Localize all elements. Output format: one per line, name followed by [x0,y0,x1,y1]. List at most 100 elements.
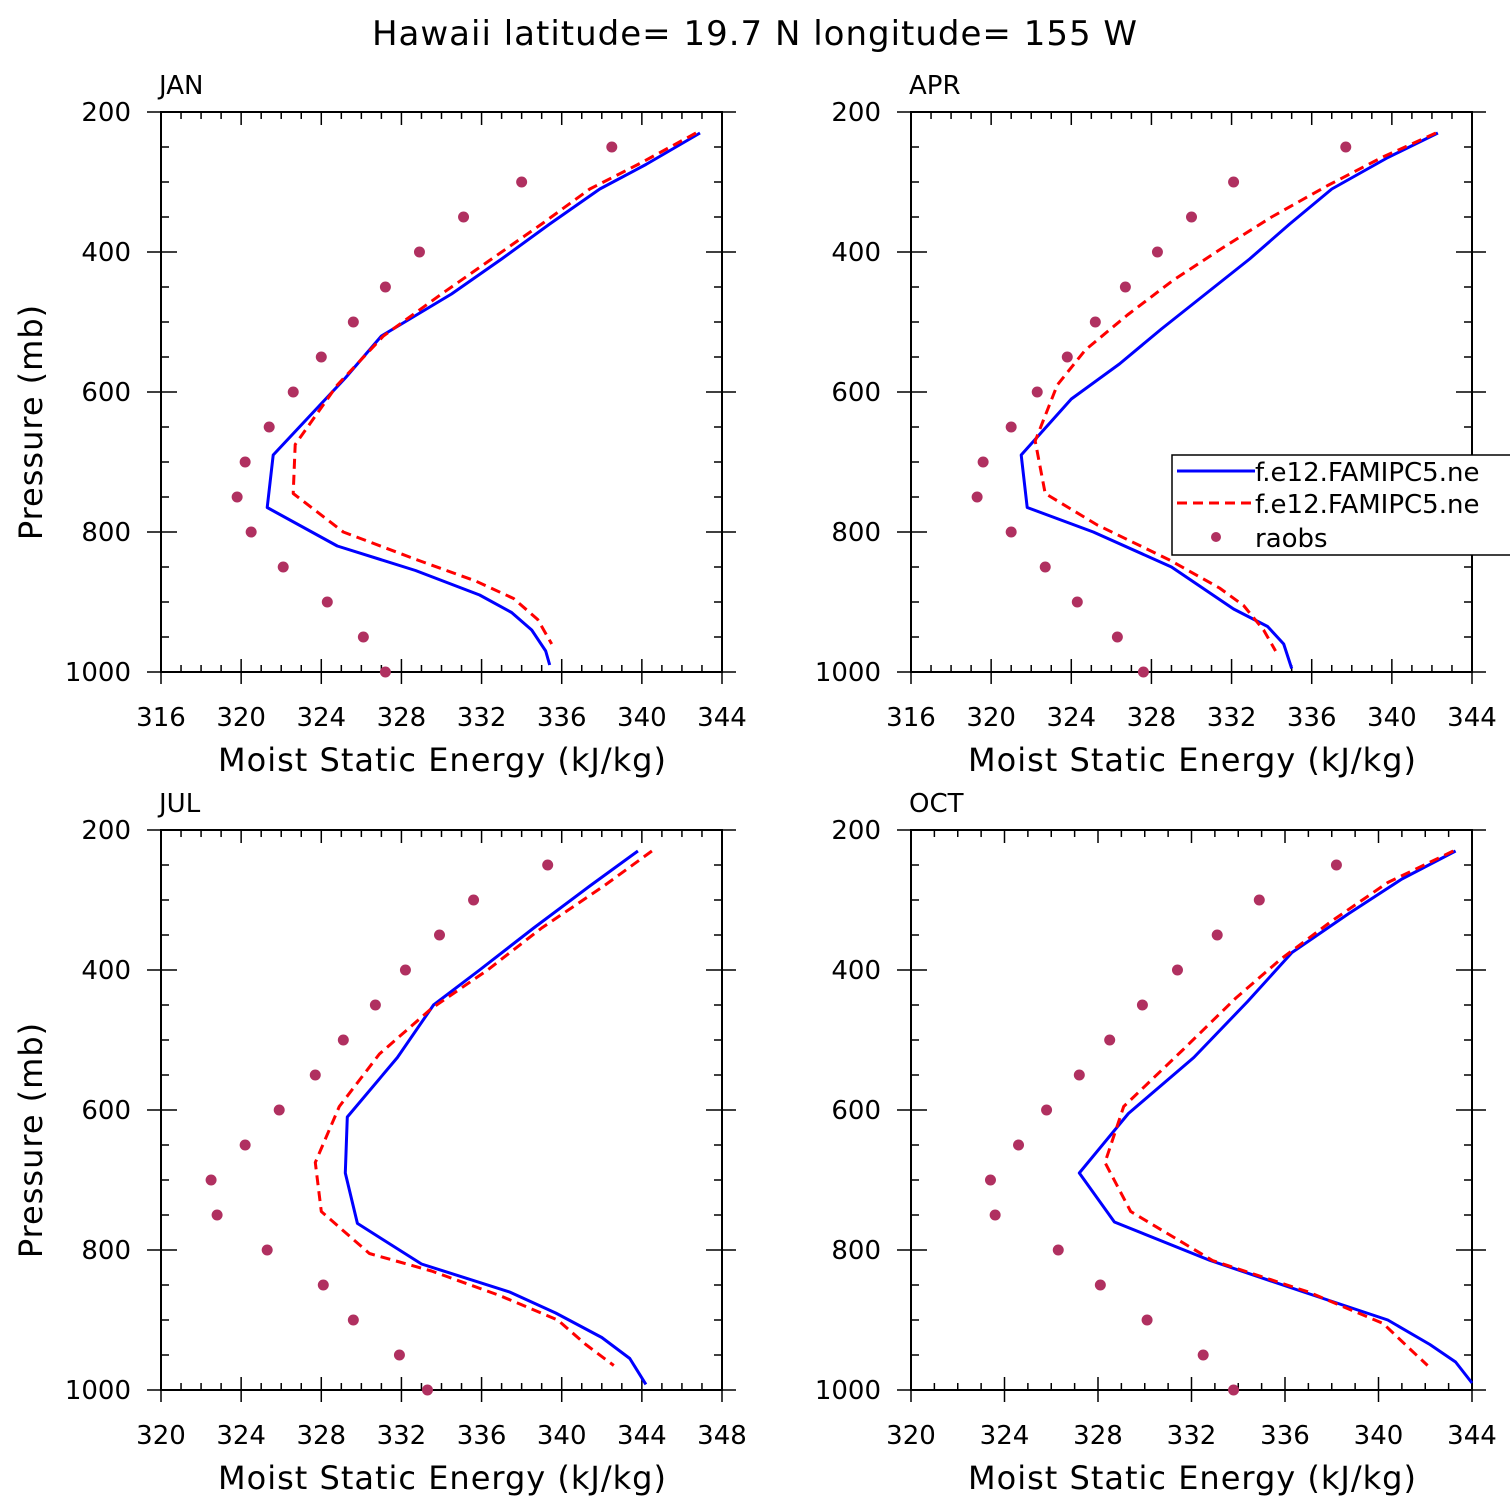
raobs-point [1340,141,1352,153]
y-tick-label: 400 [831,238,881,268]
raobs-point [379,281,391,293]
x-tick-label: 332 [377,1421,427,1451]
x-tick-label: 340 [1354,1421,1404,1451]
raobs-point [421,1384,433,1396]
raobs-point [1151,246,1163,258]
x-tick-label: 344 [1447,703,1497,733]
raobs-point [1071,596,1083,608]
series-line-dashed [291,131,697,645]
y-tick-label: 600 [81,1096,131,1126]
y-tick-label: 200 [831,816,881,846]
axes-frame [910,111,1473,673]
y-tick-label: 1000 [65,658,131,688]
legend-label-raobs: raobs [1255,524,1328,554]
raobs-point [458,211,470,223]
raobs-point [205,1174,217,1186]
figure-title: Hawaii latitude= 19.7 N longitude= 155 W [372,14,1138,54]
raobs-point [1330,859,1342,871]
x-tick-label: 344 [617,1421,667,1451]
x-tick-label: 336 [1287,703,1337,733]
panel-title: JAN [157,71,203,101]
raobs-point [379,666,391,678]
panel-title: JUL [157,789,201,819]
raobs-point [1005,421,1017,433]
raobs-point [393,1349,405,1361]
y-axis-label: Pressure (mb) [12,1022,50,1258]
raobs-point [309,1069,321,1081]
panel-apr: 316 320 324 328 332 336 340 344 200 400 600 800 1000… [815,71,1497,779]
raobs-point [433,929,445,941]
panel-jul: 320 324 328 332 336 340 344 348 200 400 600 800 1000… [12,789,747,1497]
raobs-point [1089,316,1101,328]
raobs-point [1119,281,1131,293]
raobs-point [542,859,554,871]
panel-title: APR [909,71,961,101]
panels: 316 320 324 328 332 336 340 344 200 400 600 800 1000… [12,71,1497,1497]
raobs-point [1211,929,1223,941]
raobs-point [1137,666,1149,678]
raobs-point [315,351,327,363]
axes-frame [910,829,1473,1391]
x-tick-label: 324 [216,1421,266,1451]
raobs-point [989,1209,1001,1221]
y-tick-label: 400 [81,238,131,268]
x-axis-label: Moist Static Energy (kJ/kg) [968,1459,1417,1497]
raobs-point [1228,1384,1240,1396]
x-tick-label: 316 [886,703,936,733]
series-line-dashed [1103,849,1454,1367]
panel-jan: 316 320 324 328 332 336 340 344 200 400 600 800 1000… [12,71,747,779]
x-tick-label: 340 [617,703,667,733]
raobs-point [273,1104,285,1116]
panel-title: OCT [909,789,964,819]
y-tick-label: 200 [81,816,131,846]
series-line-dashed [1033,131,1437,652]
raobs-point [347,316,359,328]
legend-label-solid: f.e12.FAMIPC5.ne [1255,458,1479,488]
raobs-point [1111,631,1123,643]
raobs-point [1186,211,1197,223]
y-tick-label: 600 [81,378,131,408]
legend-label-dashed: f.e12.FAMIPC5.ne [1255,490,1479,520]
x-tick-label: 336 [537,703,587,733]
y-tick-label: 600 [831,378,881,408]
raobs-point [1005,526,1017,538]
x-tick-label: 328 [296,1421,346,1451]
y-tick-label: 800 [81,518,131,548]
x-tick-label: 328 [1127,703,1177,733]
x-tick-label: 320 [216,703,266,733]
y-tick-label: 1000 [815,1376,881,1406]
raobs-point [263,421,275,433]
raobs-point [977,456,989,468]
raobs-point [369,999,381,1011]
legend: f.e12.FAMIPC5.ne f.e12.FAMIPC5.ne raobs [1171,454,1510,556]
x-tick-label: 336 [457,1421,507,1451]
raobs-point [321,596,333,608]
raobs-point [468,894,480,906]
y-tick-label: 1000 [815,658,881,688]
x-tick-label: 320 [966,703,1016,733]
raobs-point [1104,1034,1116,1046]
raobs-point [1228,176,1240,188]
raobs-point [1171,964,1183,976]
raobs-point [1031,386,1043,398]
y-tick-label: 400 [81,956,131,986]
raobs-point [516,176,528,188]
y-tick-label: 800 [81,1236,131,1266]
x-tick-label: 320 [886,1421,936,1451]
raobs-point [357,631,369,643]
raobs-point [984,1174,996,1186]
raobs-point [245,526,257,538]
raobs-point [1197,1349,1209,1361]
x-axis-label: Moist Static Energy (kJ/kg) [218,741,667,779]
raobs-point [287,386,299,398]
raobs-point [239,456,251,468]
raobs-point [399,964,411,976]
series-line-dashed [313,849,653,1367]
raobs-point [337,1034,349,1046]
x-tick-label: 336 [1260,1421,1310,1451]
x-tick-label: 320 [136,1421,186,1451]
raobs-point [277,561,289,573]
raobs-point [1136,999,1148,1011]
x-tick-label: 340 [537,1421,587,1451]
raobs-point [261,1244,273,1256]
